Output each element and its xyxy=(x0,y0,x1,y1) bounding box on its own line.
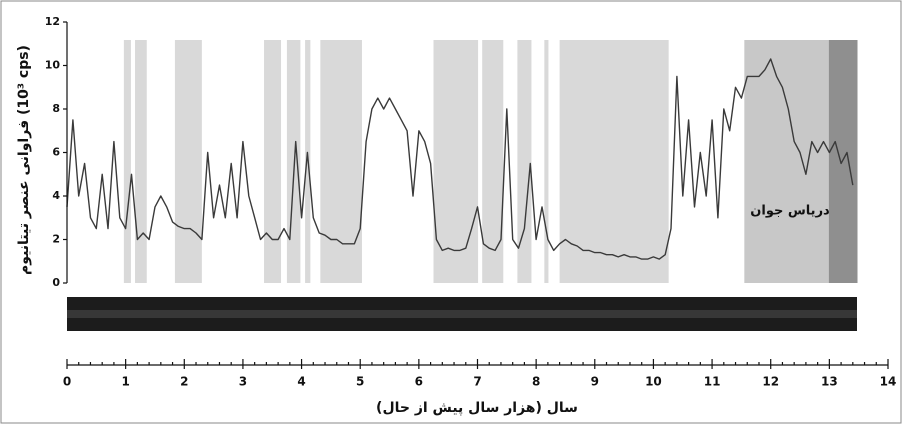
shaded-interval xyxy=(264,40,282,283)
y-tick-label: 6 xyxy=(52,146,60,159)
y-tick-label: 0 xyxy=(52,276,60,289)
x-tick-label: 2 xyxy=(180,375,188,389)
shaded-interval xyxy=(744,40,829,283)
shaded-layer xyxy=(123,40,858,283)
y-tick-label: 12 xyxy=(45,15,60,28)
shaded-interval xyxy=(123,40,131,283)
shaded-interval xyxy=(320,40,362,283)
y-tick-label: 4 xyxy=(52,189,60,202)
x-axis-label: سال (هزار سال پیش از حال) xyxy=(376,400,578,416)
x-tick-label: 3 xyxy=(239,375,247,389)
x-tick-label: 7 xyxy=(473,375,481,389)
shaded-interval xyxy=(174,40,202,283)
x-tick-label: 0 xyxy=(63,375,71,389)
shaded-interval xyxy=(433,40,479,283)
shaded-interval xyxy=(828,40,858,283)
core-image-texture xyxy=(67,310,857,318)
y-axis-label: فراوانی عنصر تیتانیوم (10³ cps) xyxy=(16,45,32,275)
x-tick-label: 8 xyxy=(532,375,540,389)
y-tick-label: 2 xyxy=(52,233,60,246)
shaded-interval xyxy=(559,40,669,283)
x-tick-label: 14 xyxy=(880,375,897,389)
shaded-interval xyxy=(517,40,532,283)
x-tick-label: 6 xyxy=(415,375,423,389)
x-tick-label: 1 xyxy=(121,375,129,389)
x-tick-label: 5 xyxy=(356,375,364,389)
plot-layer xyxy=(66,58,854,260)
y-tick-label: 10 xyxy=(45,59,61,72)
titanium-line xyxy=(66,58,854,260)
y-tick-label: 8 xyxy=(52,102,60,115)
x-tick-label: 13 xyxy=(821,375,838,389)
x-tick-label: 12 xyxy=(762,375,779,389)
shaded-interval xyxy=(135,40,147,283)
x-tick-label: 10 xyxy=(645,375,662,389)
shaded-interval xyxy=(544,40,549,283)
x-tick-label: 4 xyxy=(297,375,305,389)
annotation: درياس جوان xyxy=(750,204,830,219)
shaded-interval xyxy=(482,40,504,283)
x-tick-label: 11 xyxy=(704,375,721,389)
x-tick-label: 9 xyxy=(591,375,599,389)
shaded-interval xyxy=(286,40,301,283)
